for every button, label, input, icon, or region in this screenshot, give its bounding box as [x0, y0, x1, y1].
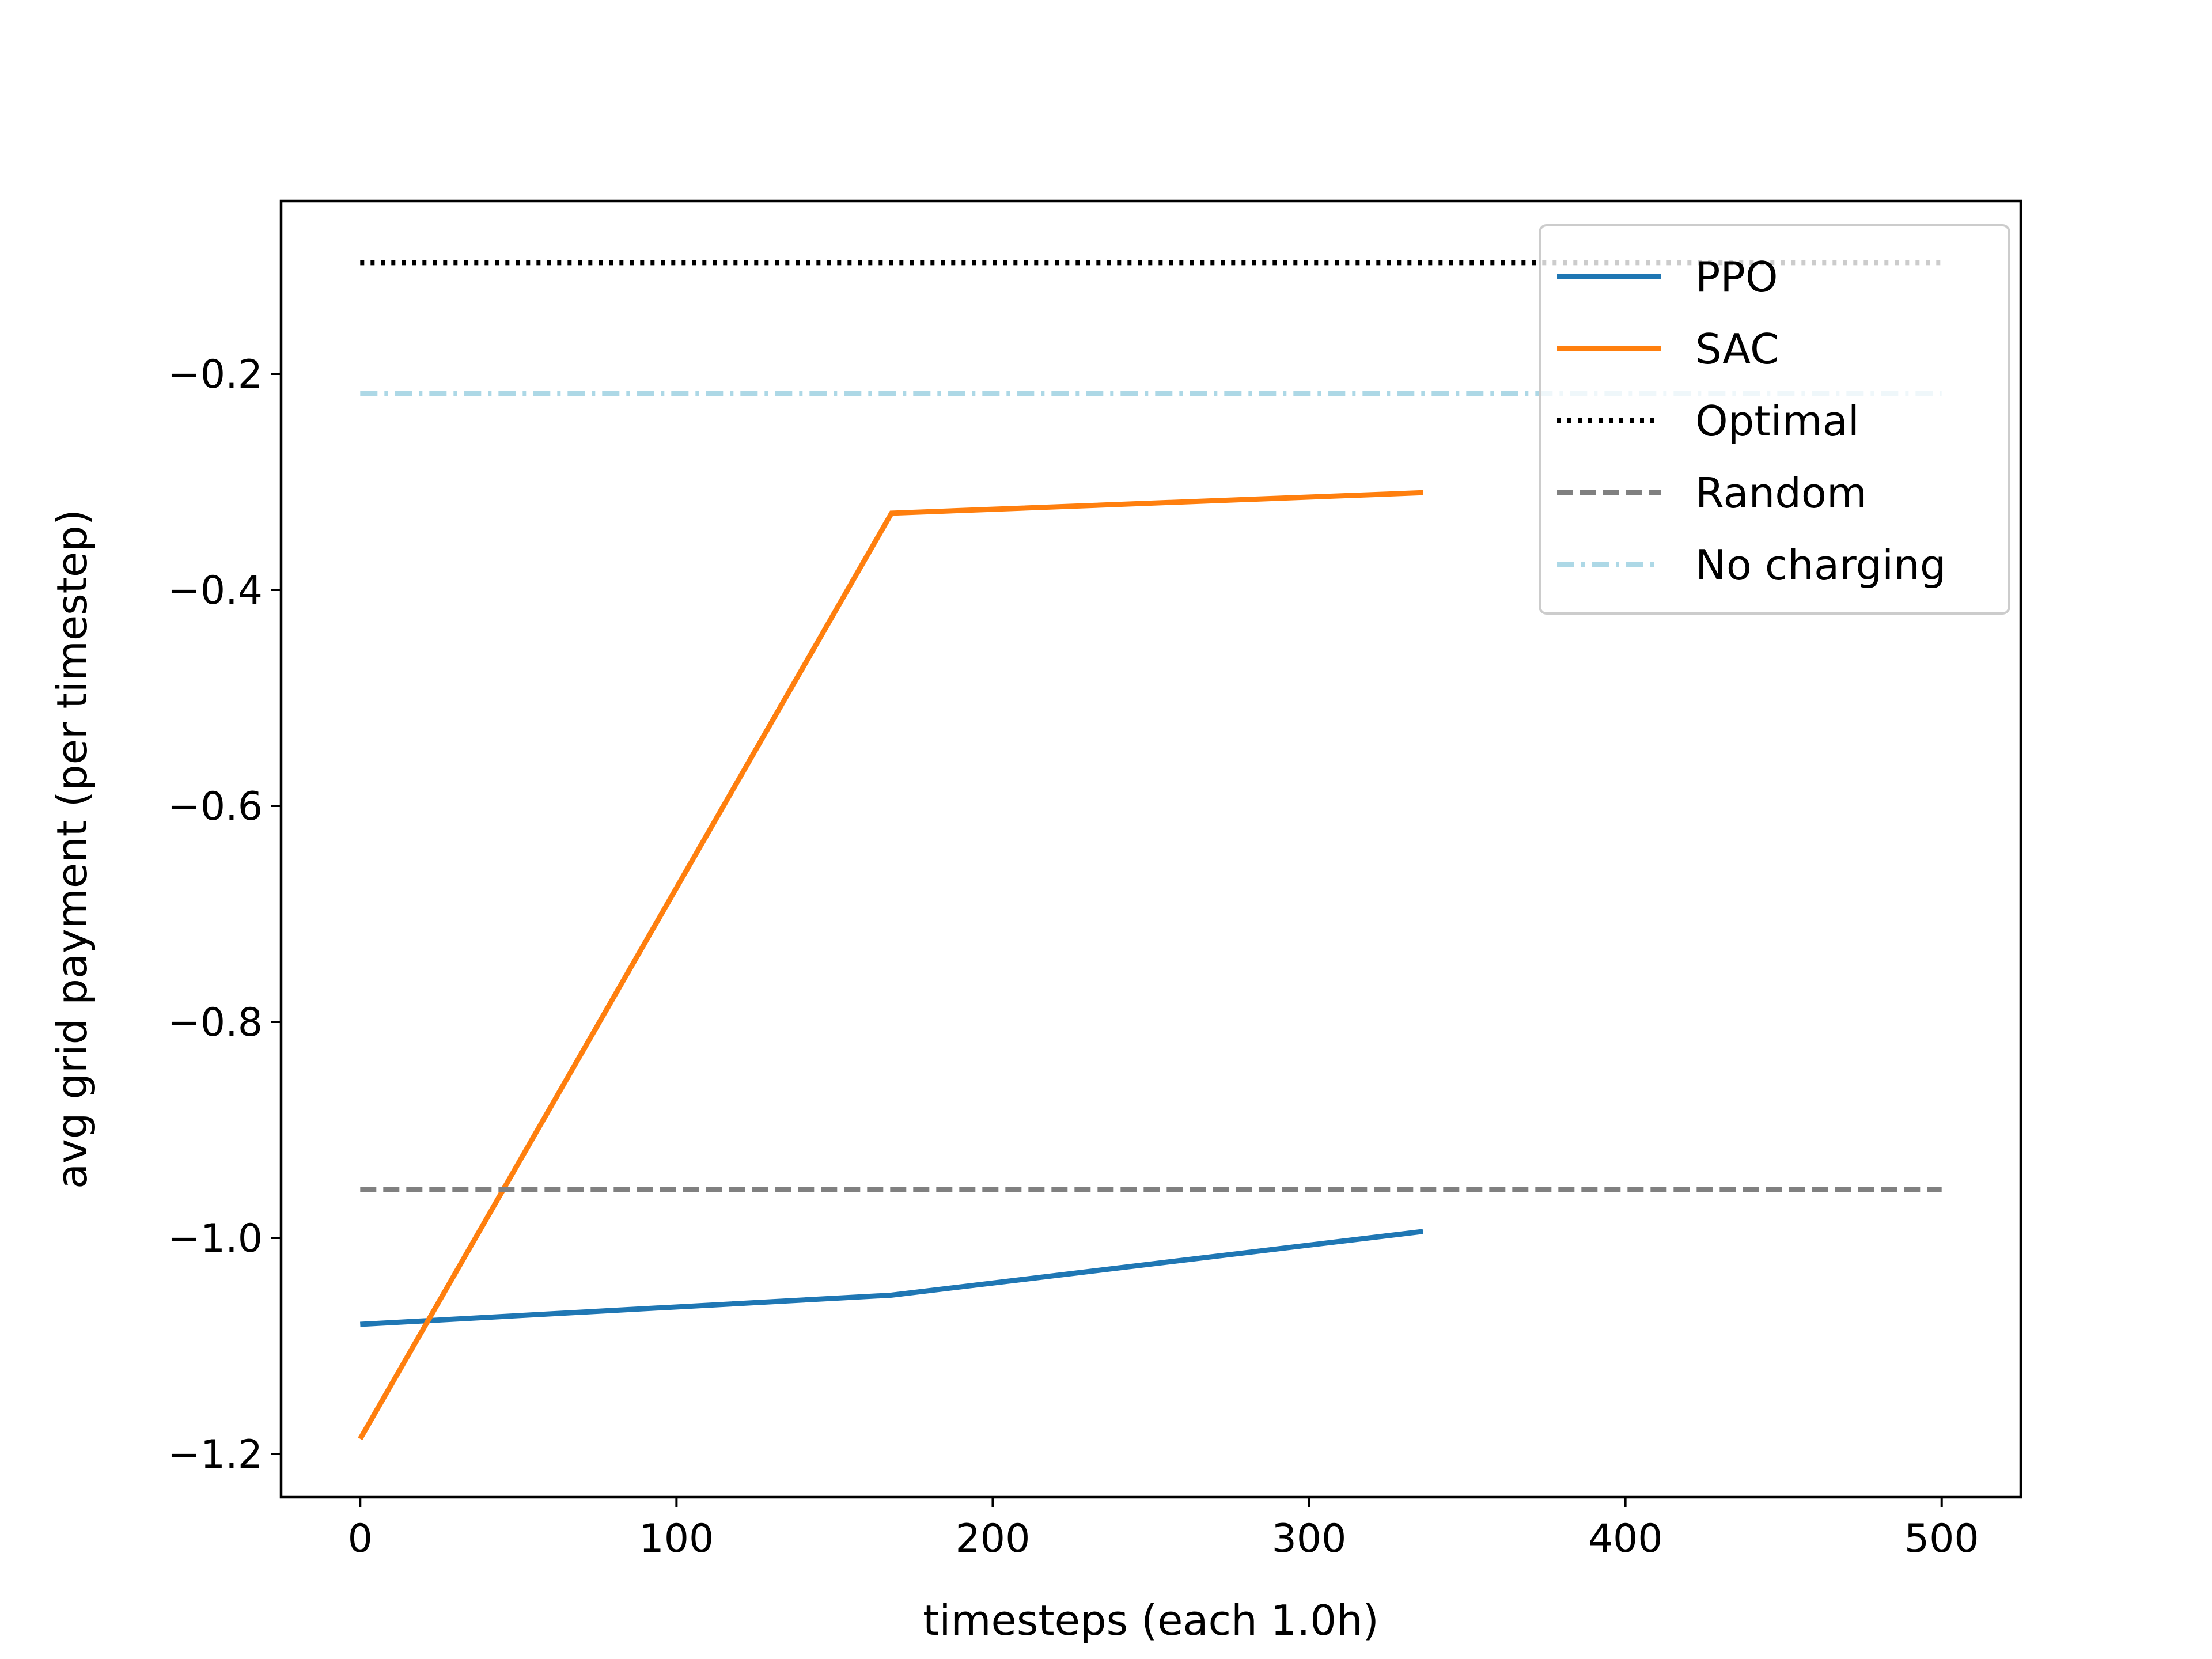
y-tick-label: −0.6 [168, 784, 263, 830]
x-axis-label: timesteps (each 1.0h) [923, 1596, 1379, 1645]
legend-label: No charging [1695, 541, 1946, 589]
x-tick-label: 100 [639, 1516, 714, 1562]
y-tick-label: −0.2 [168, 352, 263, 397]
series-line-sac [358, 490, 1423, 1441]
legend-label: Random [1695, 469, 1867, 517]
x-tick-label: 200 [956, 1516, 1031, 1562]
y-tick-label: −0.4 [168, 568, 263, 613]
legend: PPO SAC Optimal Random No charging [1539, 224, 2010, 615]
x-tick-label: 500 [1904, 1516, 1979, 1562]
x-tick-label: 400 [1588, 1516, 1663, 1562]
y-tick-label: −0.8 [168, 1000, 263, 1046]
legend-box [1539, 224, 2010, 615]
x-axis: 0 100 200 300 400 500 [348, 1497, 1979, 1562]
y-tick-label: −1.2 [168, 1432, 263, 1478]
x-tick-label: 0 [348, 1516, 373, 1562]
y-axis: −0.2 −0.4 −0.6 −0.8 −1.0 −1.2 [168, 352, 281, 1478]
legend-label: Optimal [1695, 397, 1859, 445]
legend-label: SAC [1695, 325, 1779, 373]
plot-frame [279, 199, 2022, 1499]
legend-label: PPO [1695, 253, 1778, 301]
series-line-ppo [360, 1229, 1423, 1327]
y-axis-label: avg grid payment (per timestep) [48, 509, 96, 1189]
x-tick-label: 300 [1272, 1516, 1347, 1562]
y-tick-label: −1.0 [168, 1216, 263, 1262]
